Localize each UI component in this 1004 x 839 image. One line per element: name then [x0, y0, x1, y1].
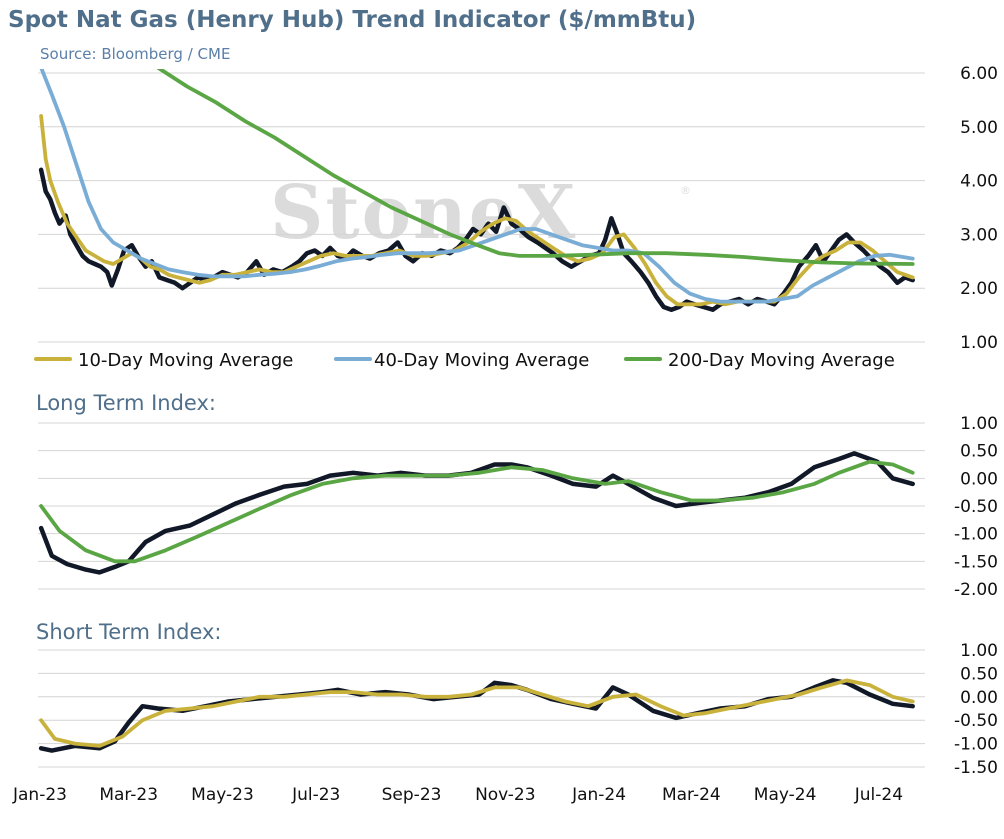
y-tick-label: -0.50 [954, 497, 998, 517]
x-tick-label: Jan-24 [571, 785, 626, 805]
y-tick-label: 5.00 [960, 118, 998, 138]
x-tick-label: Mar-24 [662, 785, 721, 805]
panel-1: 1.00 0.50 0.00 -0.50 -1.00 -1.50 -2.00 [38, 414, 998, 600]
x-tick-label: Sep-23 [382, 785, 442, 805]
series-line-0-3 [156, 69, 915, 266]
y-tick-label: 1.00 [960, 333, 998, 353]
y-tick-label: -2.00 [954, 580, 998, 600]
legend-label: 10-Day Moving Average [78, 350, 293, 371]
chart-title: Spot Nat Gas (Henry Hub) Trend Indicator… [8, 7, 696, 33]
y-tick-label: -1.00 [954, 735, 998, 755]
series-line-0-2 [39, 69, 915, 304]
y-tick-label: 4.00 [960, 172, 998, 192]
y-tick-label: 0.50 [960, 664, 998, 684]
y-tick-label: 6.00 [960, 64, 998, 84]
y-tick-label: -1.50 [954, 552, 998, 572]
series-line-1-1 [39, 459, 915, 564]
y-tick-label: -1.50 [954, 758, 998, 778]
y-tick-label: -0.50 [954, 711, 998, 731]
x-axis: Jan-23 Mar-23 May-23 Jul-23 Sep-23 Nov-23 Jan-… [12, 785, 903, 805]
y-tick-label: 1.00 [960, 641, 998, 661]
y-tick-label: 0.00 [960, 469, 998, 489]
chart-subtitle: Source: Bloomberg / CME [40, 45, 230, 63]
short-term-panel-title: Short Term Index: [36, 620, 222, 644]
series-line-2-1 [39, 678, 915, 748]
legend-label: 40-Day Moving Average [374, 350, 589, 371]
legend-label: 200-Day Moving Average [668, 350, 895, 371]
y-tick-label: 0.50 [960, 442, 998, 462]
watermark-registered-mark: ® [680, 184, 691, 197]
x-tick-label: May-24 [754, 785, 817, 805]
y-tick-label: 1.00 [960, 414, 998, 434]
y-tick-label: 0.00 [960, 688, 998, 708]
watermark: StoneX [270, 170, 577, 256]
x-tick-label: Jul-24 [854, 785, 903, 805]
y-tick-label: 3.00 [960, 225, 998, 245]
long-term-panel-title: Long Term Index: [36, 391, 216, 415]
panel-2: 1.00 0.50 0.00 -0.50 -1.00 -1.50 [38, 641, 998, 778]
panel-0: 6.00 5.00 4.00 3.00 2.00 1.00 [38, 64, 998, 353]
y-tick-label: -1.00 [954, 525, 998, 545]
x-tick-label: May-23 [191, 785, 254, 805]
x-tick-label: Jan-23 [12, 785, 67, 805]
x-tick-label: Jul-23 [291, 785, 340, 805]
x-tick-label: Mar-23 [99, 785, 158, 805]
y-tick-label: 2.00 [960, 279, 998, 299]
legend: 10-Day Moving Average 40-Day Moving Avera… [34, 350, 895, 371]
x-tick-label: Nov-23 [475, 785, 536, 805]
